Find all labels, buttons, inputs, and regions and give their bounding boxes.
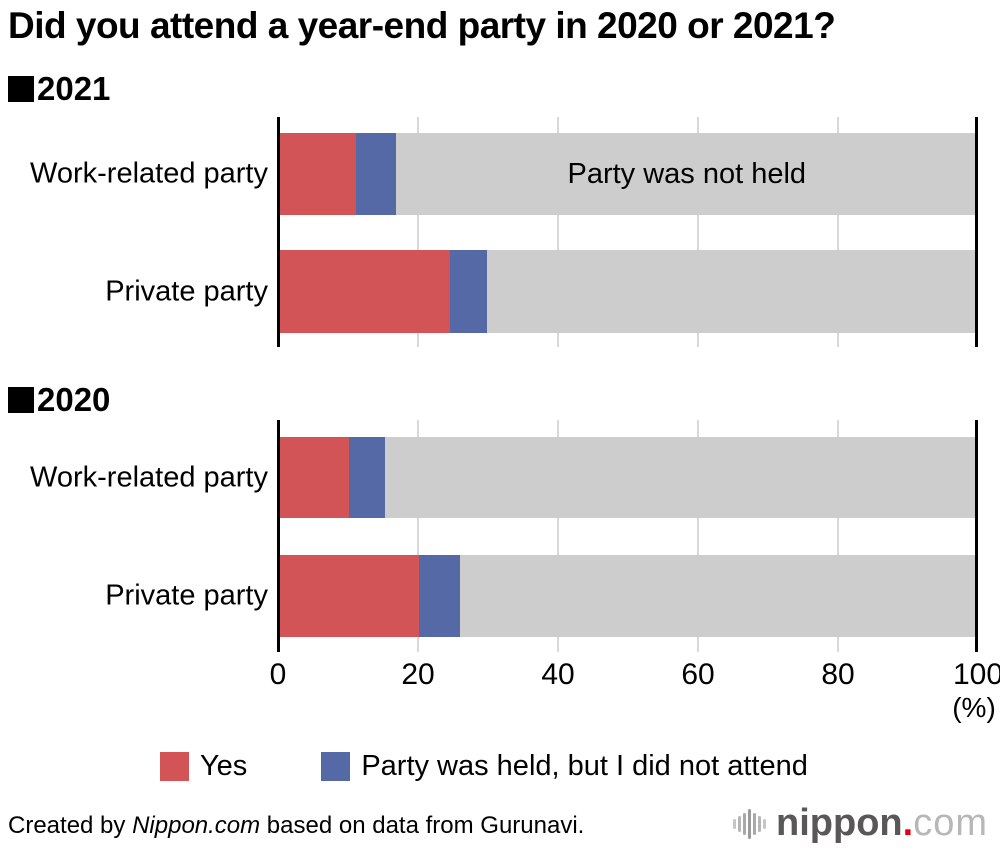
soundwave-bar [733, 818, 737, 829]
bar-2020-private [278, 555, 978, 637]
gridline-60 [697, 117, 699, 347]
soundwave-bar [753, 812, 757, 835]
soundwave-bar [758, 815, 762, 832]
x-axis-unit-label: (%) [952, 692, 996, 723]
soundwave-icon [732, 808, 767, 839]
plot-2021: Party was not held Work-related party Priv… [30, 117, 978, 347]
legend-label-not-attend: Party was held, but I did not attend [361, 750, 808, 782]
legend-item-not-attend: Party was held, but I did not attend [321, 750, 808, 783]
gridline-80 [837, 117, 839, 347]
segment-held_not_attend [419, 555, 460, 637]
tick-label-20: 20 [401, 658, 435, 691]
segment-held_not_attend [355, 133, 396, 215]
segment-yes [278, 437, 350, 518]
gridline-40 [557, 420, 559, 652]
soundwave-bar [763, 818, 767, 829]
logo-wordmark: nippon [776, 802, 903, 844]
soundwave-bar [743, 812, 747, 835]
footer-text-before: Created by [8, 812, 133, 839]
section-square-icon [8, 76, 34, 102]
category-label: Work-related party [30, 157, 268, 190]
segment-not_held [487, 250, 978, 333]
plot-2020: Work-related party Private party [30, 420, 978, 652]
category-label: Work-related party [30, 461, 268, 493]
footer-text-after: based on data from Gurunavi. [260, 812, 585, 839]
axis-line-right [975, 117, 978, 347]
not-held-annotation: Party was not held [567, 157, 807, 190]
gridline-60 [697, 420, 699, 652]
tick-label-0: 0 [269, 658, 287, 691]
segment-not_held [459, 555, 978, 637]
segment-yes [278, 133, 356, 215]
section-header-2020: 2020 [8, 381, 110, 419]
legend-item-yes: Yes [160, 750, 247, 783]
section-year-label: 2020 [37, 381, 111, 418]
gridline-80 [837, 420, 839, 652]
legend: Yes Party was held, but I did not attend [160, 750, 808, 783]
legend-swatch-yes [160, 752, 189, 781]
section-year-label: 2021 [37, 70, 111, 107]
segment-held_not_attend [449, 250, 488, 333]
legend-label-yes: Yes [200, 750, 248, 782]
segment-held_not_attend [349, 437, 386, 518]
segment-yes [278, 250, 450, 333]
legend-swatch-not-attend [321, 752, 351, 781]
nippon-logo: nippon. com [732, 802, 988, 845]
segment-yes [278, 555, 420, 637]
gridline-40 [557, 117, 559, 347]
segment-not_held: Party was not held [395, 133, 978, 215]
gridline-20 [417, 117, 419, 347]
bar-2021-private [278, 250, 978, 333]
logo-dot: . [902, 802, 914, 844]
x-axis-tick-labels: 0 20 40 60 80 100 [0, 658, 1000, 692]
tick-label-60: 60 [681, 658, 715, 691]
section-square-icon [8, 387, 34, 413]
footer-source-name: Nippon.com [132, 812, 261, 839]
logo-tld: com [913, 802, 988, 844]
axis-line-right [975, 420, 978, 652]
footer-credit: Created by Nippon.com based on data from… [8, 812, 584, 840]
bar-2021-work: Party was not held [278, 133, 978, 215]
soundwave-bar [748, 808, 752, 839]
tick-label-40: 40 [541, 658, 575, 691]
category-label: Private party [105, 275, 268, 307]
tick-label-80: 80 [821, 658, 855, 691]
tick-label-100: 100 [952, 658, 1000, 691]
soundwave-bar [738, 815, 742, 832]
section-header-2021: 2021 [8, 70, 110, 108]
gridline-20 [417, 420, 419, 652]
bar-2020-work [278, 437, 978, 518]
chart-title: Did you attend a year-end party in 2020 … [8, 5, 836, 46]
category-label: Private party [105, 579, 268, 612]
axis-line-left [277, 117, 280, 347]
axis-line-left [277, 420, 280, 652]
segment-not_held [385, 437, 978, 518]
